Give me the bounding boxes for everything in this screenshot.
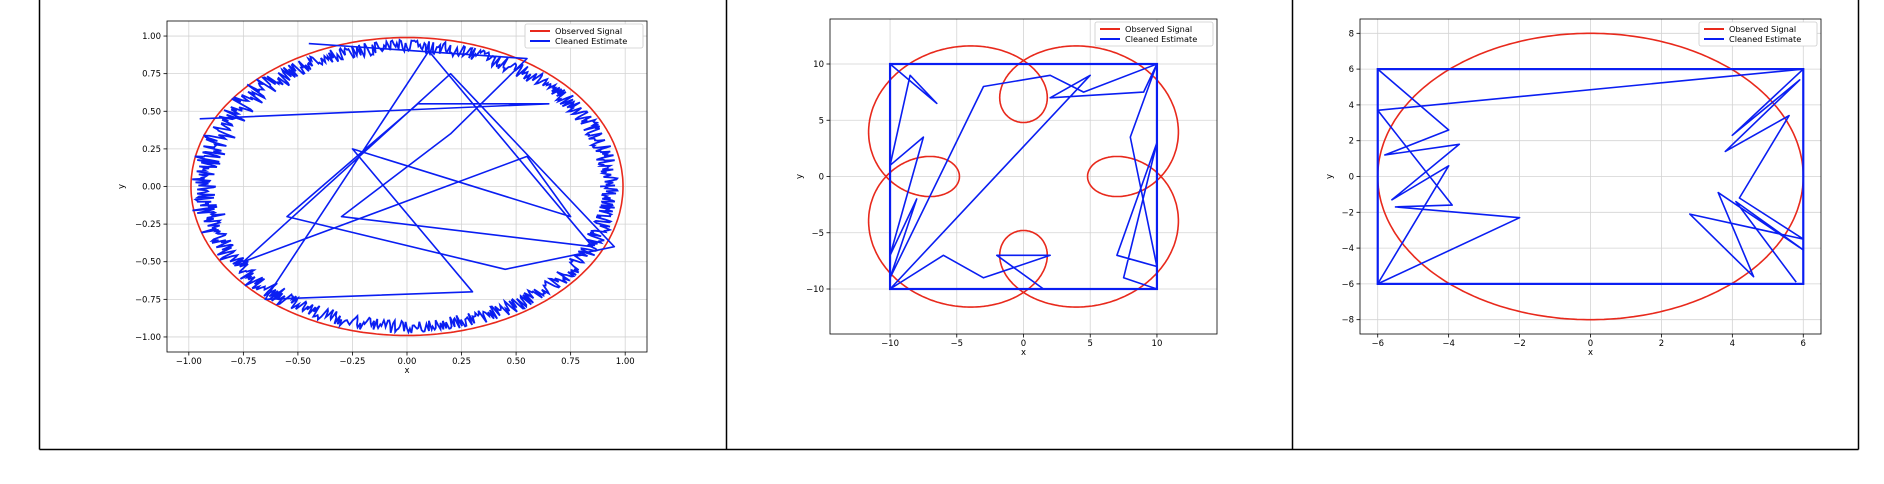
y-tick-label: −5: [811, 229, 824, 239]
y-tick-label: 0.25: [142, 145, 161, 155]
x-tick-label: −0.25: [339, 357, 365, 367]
y-axis-label: y: [795, 174, 805, 179]
y-tick-label: −6: [1341, 280, 1354, 290]
x-tick-label: 5: [1088, 339, 1093, 349]
plot-area-frame: [166, 20, 648, 353]
x-tick-label: 0: [1021, 339, 1026, 349]
x-tick-label: −10: [881, 339, 899, 349]
y-tick-label: 1.00: [142, 32, 161, 42]
legend-box: [1094, 21, 1214, 47]
legend-label: Cleaned Estimate: [555, 36, 627, 46]
x-tick-label: −2: [1513, 339, 1526, 349]
y-tick-label: 4: [1349, 101, 1354, 111]
x-tick-label: −6: [1371, 339, 1384, 349]
y-axis-label: y: [1325, 174, 1335, 179]
x-tick-label: 0: [1588, 339, 1593, 349]
y-tick-label: −0.75: [135, 295, 161, 305]
y-tick-label: −4: [1341, 244, 1354, 254]
legend-label: Observed Signal: [1125, 24, 1192, 34]
legend-label: Observed Signal: [555, 26, 622, 36]
observed-signal-line: [867, 45, 1180, 308]
y-tick-label: 6: [1349, 65, 1354, 75]
y-tick-label: −0.50: [135, 258, 161, 268]
y-axis-label: y: [117, 184, 127, 189]
cleaned-estimate-box: [1376, 68, 1805, 285]
y-tick-label: 0.50: [142, 107, 161, 117]
x-axis-label: x: [404, 366, 409, 376]
y-tick-label: −0.25: [135, 220, 161, 230]
x-tick-label: −5: [951, 339, 964, 349]
legend-box: [524, 23, 644, 49]
plot-area-frame: [829, 18, 1218, 335]
plot-area-frame: [1359, 18, 1822, 335]
x-tick-label: 0.75: [561, 357, 580, 367]
y-tick-label: 8: [1349, 29, 1354, 39]
plot-series-group: [867, 45, 1180, 308]
cleaned-estimate-line: [1376, 68, 1805, 285]
x-tick-label: −0.75: [230, 357, 256, 367]
y-tick-label: −8: [1341, 316, 1354, 326]
legend-label: Cleaned Estimate: [1729, 34, 1801, 44]
legend-label: Cleaned Estimate: [1125, 34, 1197, 44]
x-tick-label: 2: [1659, 339, 1664, 349]
y-tick-label: 0: [1349, 173, 1354, 183]
x-axis-label: x: [1588, 348, 1593, 358]
y-tick-label: −1.00: [135, 333, 161, 343]
cleaned-estimate-ring: [192, 38, 619, 335]
legend-box: [1698, 21, 1818, 47]
y-tick-label: 2: [1349, 137, 1354, 147]
y-tick-label: 0: [819, 173, 824, 183]
x-tick-label: −0.50: [285, 357, 311, 367]
x-tick-label: 0.25: [452, 357, 471, 367]
x-tick-label: 0.00: [398, 357, 417, 367]
x-axis-label: x: [1021, 348, 1026, 358]
x-tick-label: 4: [1730, 339, 1735, 349]
legend-label: Observed Signal: [1729, 24, 1796, 34]
x-tick-label: 10: [1152, 339, 1163, 349]
y-tick-label: 5: [819, 116, 824, 126]
x-tick-label: 1.00: [616, 357, 635, 367]
plot-series-group: [190, 36, 624, 337]
cleaned-estimate-line: [199, 42, 616, 301]
plot-series-group: [1376, 32, 1805, 321]
x-tick-label: 6: [1801, 339, 1806, 349]
y-tick-label: 0.00: [142, 183, 161, 193]
x-tick-label: 0.50: [507, 357, 526, 367]
x-tick-label: −1.00: [176, 357, 202, 367]
y-tick-label: −10: [806, 285, 824, 295]
y-tick-label: −2: [1341, 208, 1354, 218]
y-tick-label: 10: [813, 60, 824, 70]
x-tick-label: −4: [1442, 339, 1455, 349]
cleaned-estimate-line: [889, 63, 1158, 290]
y-tick-label: 0.75: [142, 70, 161, 80]
cleaned-estimate-box: [888, 62, 1159, 291]
